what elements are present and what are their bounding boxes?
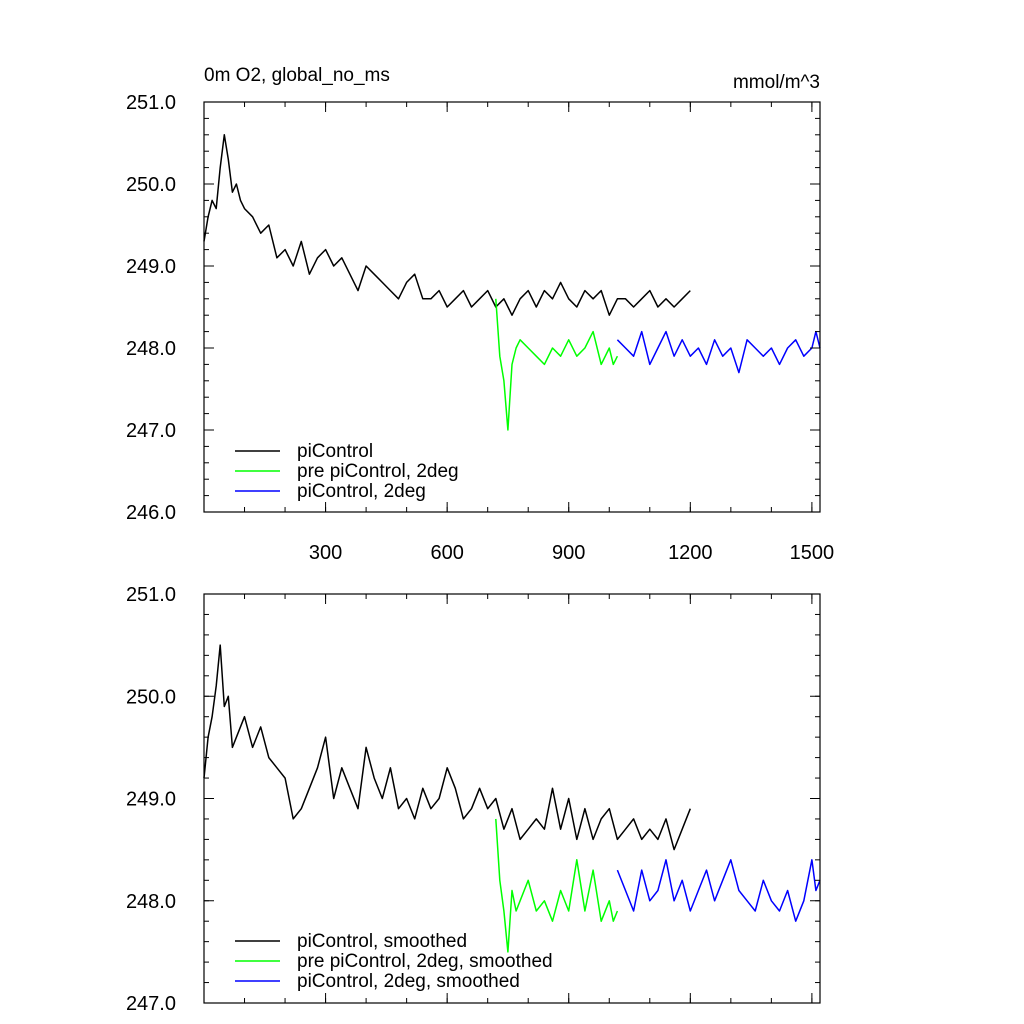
x-tick-label-0-2: 900 (552, 542, 585, 564)
series-line-1-2 (616, 859, 821, 922)
series-line-1-0 (203, 644, 691, 851)
bottom-series-layer (203, 644, 821, 953)
series-line-1-1 (495, 818, 619, 953)
y-tick-label-1-4: 251.0 (126, 584, 176, 606)
legend-label-0-1: pre piControl, 2deg (297, 461, 459, 482)
series-line-0-1 (495, 298, 619, 431)
y-tick-label-0-5: 251.0 (126, 92, 176, 114)
top-panel: 0m O2, global_no_ms mmol/m^3 246.0247.02… (126, 65, 834, 564)
top-panel-title: 0m O2, global_no_ms (204, 65, 390, 86)
top-series-layer (203, 134, 821, 431)
bottom-tick-layer: 247.0 248.0 249.0 250.0 251.0 (126, 584, 820, 1015)
y-tick-label-1-1: 248.0 (126, 891, 176, 913)
top-tick-layer: 246.0 247.0 248.0 249.0 250.0 251.0 300 600 900 1… (126, 92, 834, 564)
top-plot-frame (203, 101, 821, 513)
y-tick-label-0-0: 246.0 (126, 502, 176, 524)
bottom-panel: 247.0 248.0 249.0 250.0 251.0 piControl, smo… (126, 584, 821, 1015)
legend-label-0-2: piControl, 2deg (297, 481, 426, 502)
y-tick-label-0-1: 247.0 (126, 420, 176, 442)
top-panel-units: mmol/m^3 (733, 72, 820, 93)
series-line-0-2 (616, 330, 821, 374)
legend-label-0-0: piControl (297, 441, 373, 462)
y-tick-label-0-3: 249.0 (126, 256, 176, 278)
legend-label-1-0: piControl, smoothed (297, 931, 467, 952)
legend-label-1-1: pre piControl, 2deg, smoothed (297, 951, 553, 972)
x-tick-label-0-1: 600 (430, 542, 463, 564)
x-tick-label-0-4: 1500 (790, 542, 835, 564)
y-tick-label-1-3: 250.0 (126, 686, 176, 708)
y-tick-label-0-4: 250.0 (126, 174, 176, 196)
x-tick-label-0-3: 1200 (668, 542, 713, 564)
y-tick-label-1-0: 247.0 (126, 993, 176, 1015)
series-line-0-0 (203, 134, 691, 316)
y-tick-label-1-2: 249.0 (126, 789, 176, 811)
legend-label-1-2: piControl, 2deg, smoothed (297, 971, 520, 992)
y-tick-label-0-2: 248.0 (126, 338, 176, 360)
x-tick-label-0-0: 300 (309, 542, 342, 564)
